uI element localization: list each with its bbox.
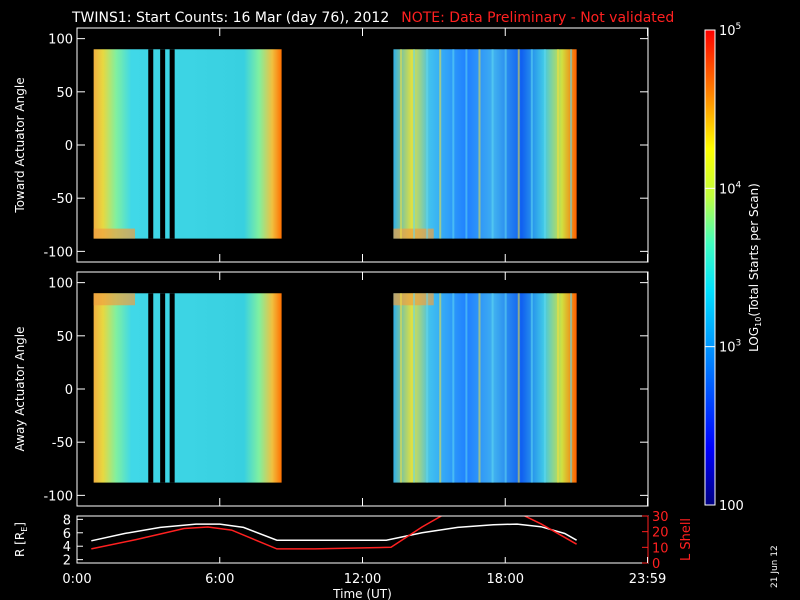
r-series-line [91, 523, 577, 542]
colorbar-scale [704, 29, 716, 506]
heatmap-stripe [491, 293, 494, 483]
ytick-label-right: 20 [652, 526, 669, 541]
colorbar-tick-label: 103 [719, 339, 741, 356]
colorbar-tick-label: 104 [719, 180, 742, 197]
xtick-label: 0:00 [62, 572, 91, 587]
ytick-label: 100 [48, 277, 73, 292]
ytick-label: -100 [43, 245, 73, 260]
xtick-label: 23:59 [629, 572, 666, 587]
heatmap-stripe [570, 49, 573, 239]
ytick-label: 8 [63, 513, 71, 528]
heatmap-block-1 [93, 293, 282, 483]
ylabel: Toward Actuator Angle [13, 77, 27, 213]
ytick-label: 6 [63, 527, 71, 542]
xtick-label: 12:00 [344, 572, 381, 587]
heatmap-stripe [556, 293, 559, 483]
ytick-label: -100 [43, 489, 73, 504]
heatmap-stripe [399, 293, 402, 483]
heatmap-gap [160, 49, 166, 239]
ytick-label: 50 [56, 330, 73, 345]
heatmap-stripe [399, 49, 402, 239]
heatmap-stripe [543, 293, 546, 483]
ytick-label-right: 10 [652, 541, 669, 556]
heatmap-block-2 [393, 293, 577, 483]
ytick-label: -50 [52, 436, 73, 451]
heatmap-stripe [478, 293, 481, 483]
plot-date: 21 Jun 12 [770, 545, 780, 588]
heatmap-stripe [478, 49, 481, 239]
colorbar: 105 104 103 100 LOG10(Total Starts per Scan) [704, 22, 763, 514]
heatmap-stripe [426, 293, 429, 483]
heatmap-block-2 [393, 49, 577, 239]
heatmap-stripe [517, 49, 520, 239]
xtick-label: 18:00 [487, 572, 524, 587]
heatmap-stripe [452, 293, 455, 483]
heatmap-stripe [570, 293, 573, 483]
heatmap-gap [160, 293, 166, 483]
ytick-label: -50 [52, 192, 73, 207]
ylabel-right: L Shell [679, 518, 694, 561]
heatmap-stripe [504, 293, 507, 483]
heatmap-stripe [517, 293, 520, 483]
ytick-label: 2 [63, 554, 71, 569]
heatmap-stripe [530, 49, 533, 239]
heatmap-gap [169, 293, 175, 483]
heatmap-stripe [465, 49, 468, 239]
heatmap-stripe [491, 49, 494, 239]
ytick-label: 4 [63, 540, 71, 555]
heatmap-gap [148, 293, 154, 483]
xlabel: Time (UT) [332, 587, 392, 600]
heatmap-gap [148, 49, 154, 239]
heatmap-gap [169, 49, 175, 239]
heatmap-stripe [426, 49, 429, 239]
ytick-label-right: 30 [652, 510, 669, 525]
heatmap-panel-1: 100 50 0 -50 -100 Toward Actuator Angle [13, 27, 649, 263]
heatmap-edge-band [93, 293, 136, 306]
colorbar-label: LOG10(Total Starts per Scan) [747, 183, 763, 352]
heatmap-stripe [543, 49, 546, 239]
ytick-label: 0 [65, 383, 73, 398]
heatmap-stripe [504, 49, 507, 239]
xtick-label: 6:00 [205, 572, 234, 587]
ylabel: Away Actuator Angle [13, 326, 27, 451]
heatmap-stripe [556, 49, 559, 239]
heatmap-stripe [530, 293, 533, 483]
lshell-series-line [91, 516, 577, 550]
heatmap-stripe [439, 49, 442, 239]
ytick-label: 100 [48, 33, 73, 48]
ylabel-left: R [RE] [13, 522, 29, 557]
heatmap-stripe [413, 293, 416, 483]
colorbar-tick-label: 105 [719, 22, 741, 39]
heatmap-block-1 [93, 49, 282, 239]
ytick-label-right: 0 [652, 557, 660, 572]
heatmap-stripe [452, 49, 455, 239]
ytick-label: 50 [56, 86, 73, 101]
heatmap-stripe [465, 293, 468, 483]
heatmap-stripe [439, 293, 442, 483]
colorbar-tick-label: 100 [719, 499, 744, 514]
chart-title: TWINS1: Start Counts: 16 Mar (day 76), 2… [71, 10, 674, 26]
heatmap-panel-2: 100 50 0 -50 -100 Away Actuator Angle [13, 271, 649, 507]
ytick-label: 0 [65, 139, 73, 154]
heatmap-stripe [413, 49, 416, 239]
heatmap-edge-band [93, 228, 136, 239]
